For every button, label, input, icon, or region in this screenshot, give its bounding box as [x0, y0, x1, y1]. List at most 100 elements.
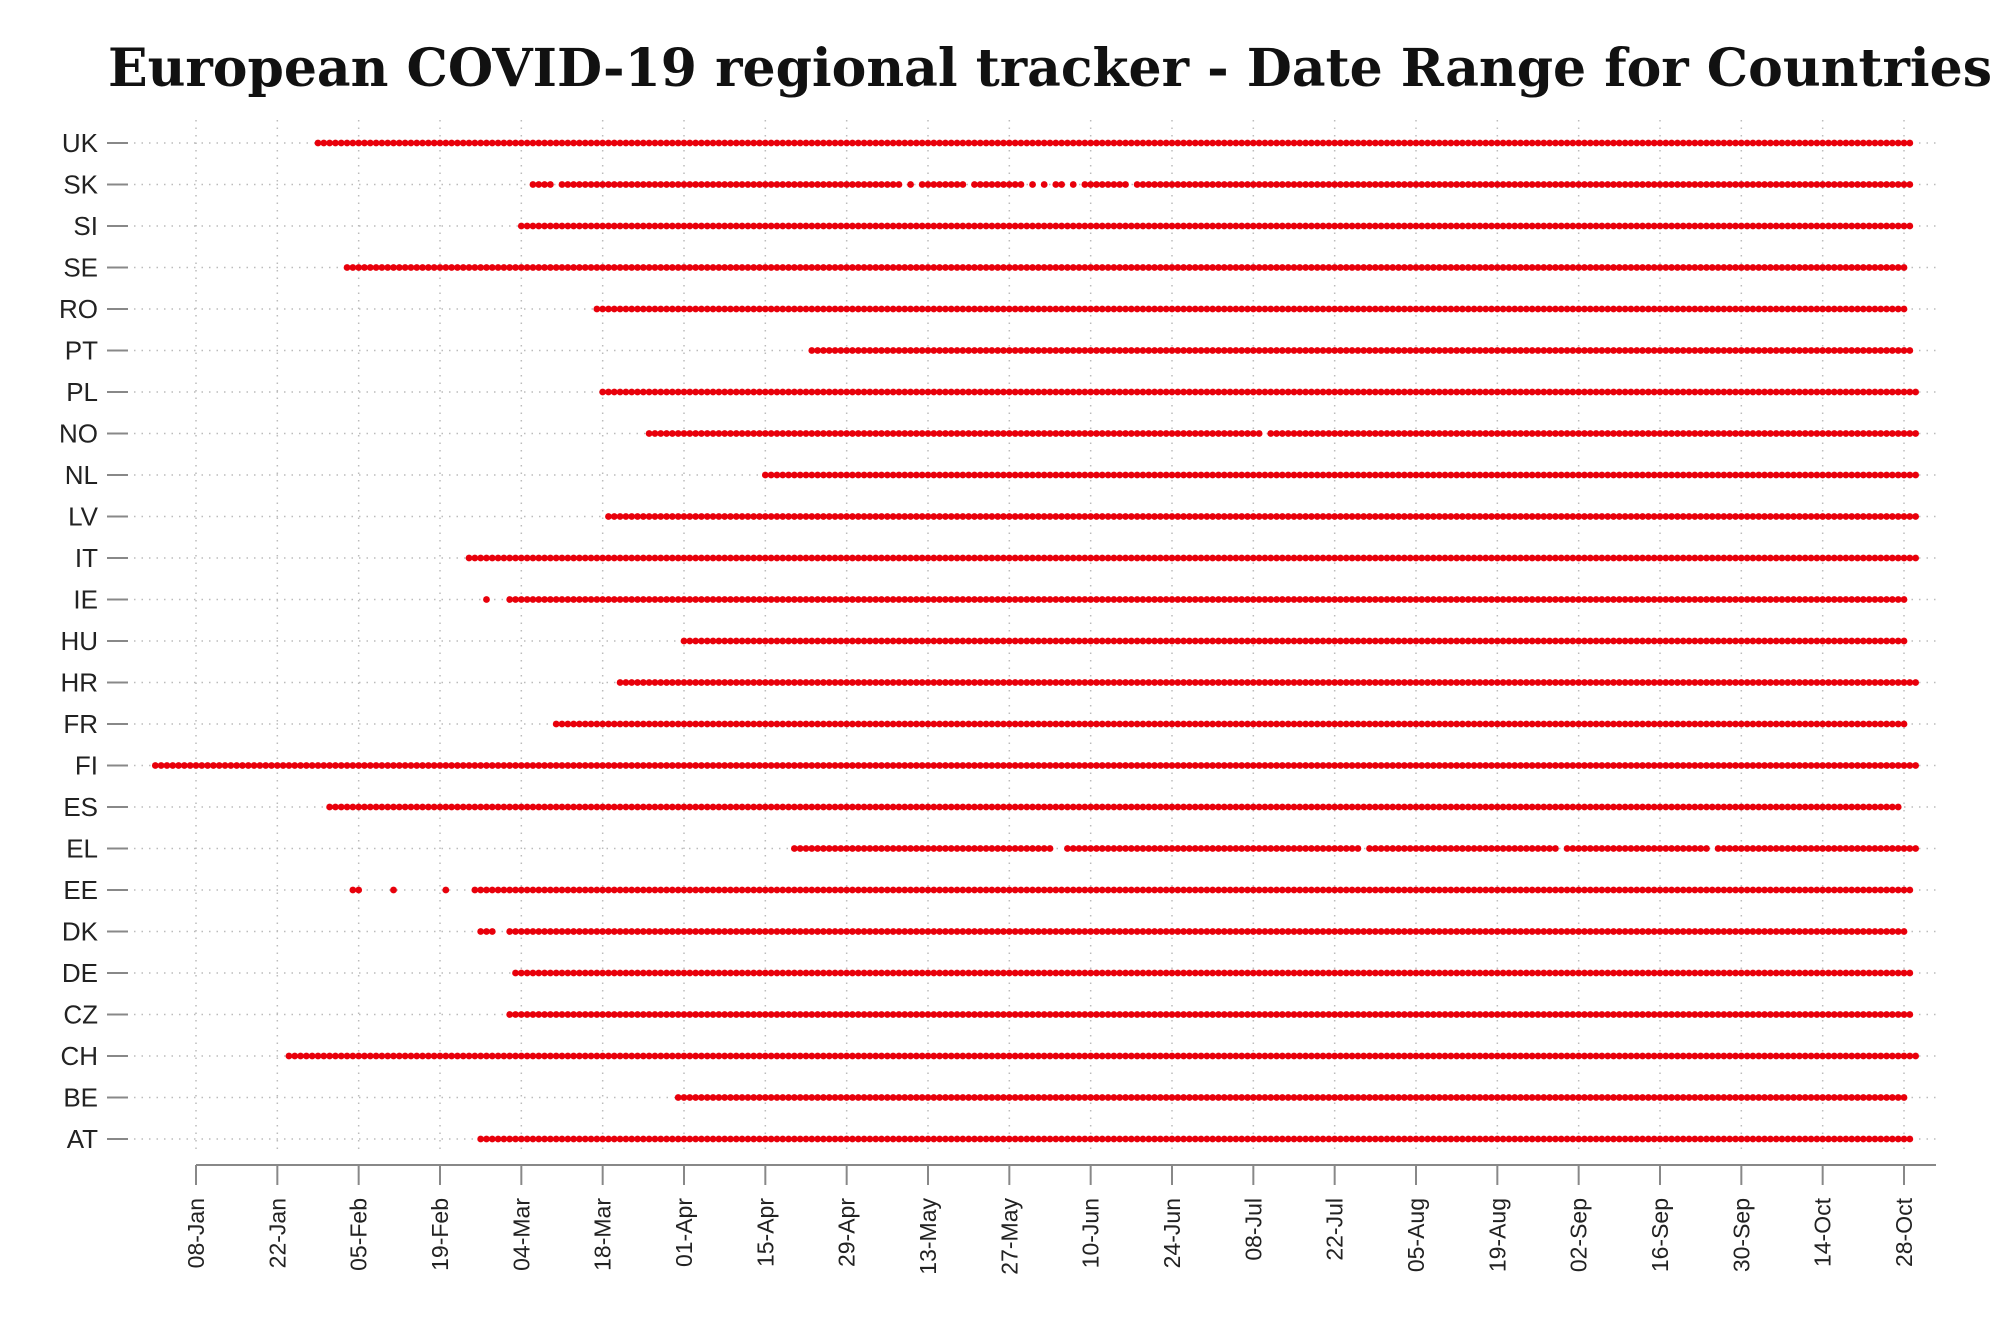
data-point [1563, 139, 1571, 147]
data-point [744, 679, 752, 686]
data-point [1586, 181, 1594, 188]
data-point [1366, 679, 1373, 686]
data-point [1633, 347, 1641, 354]
data-point [1209, 388, 1217, 396]
data-point [901, 222, 909, 230]
data-point [808, 222, 816, 230]
data-point [1883, 886, 1890, 894]
data-point [1220, 554, 1228, 562]
data-point [1511, 637, 1519, 645]
data-point [1383, 264, 1391, 271]
data-point [1883, 762, 1890, 769]
data-point [1761, 762, 1768, 769]
data-point [1104, 637, 1112, 645]
data-point [1610, 181, 1617, 188]
data-point [1720, 803, 1728, 811]
data-point [680, 388, 688, 396]
data-point [837, 845, 845, 852]
data-point [907, 886, 914, 894]
data-point [1104, 430, 1112, 437]
data-point [1674, 305, 1681, 313]
data-point [215, 762, 223, 769]
data-point [1232, 181, 1240, 188]
data-point [1488, 513, 1495, 520]
data-point [1075, 886, 1083, 894]
data-point [1644, 471, 1652, 479]
data-point [1366, 720, 1373, 728]
data-point [1871, 347, 1879, 354]
data-point [1069, 720, 1077, 728]
data-point [1708, 305, 1716, 313]
data-point [773, 222, 781, 230]
data-point [1029, 969, 1036, 977]
data-point [634, 679, 641, 686]
data-point [872, 845, 880, 852]
data-point [1139, 969, 1147, 977]
data-point [657, 596, 665, 603]
data-point [703, 762, 711, 769]
data-point [558, 181, 566, 188]
data-point [1122, 222, 1129, 230]
data-point [1505, 222, 1513, 230]
data-point [1790, 305, 1798, 313]
data-point [1482, 388, 1490, 396]
data-point [1656, 845, 1664, 852]
data-point [785, 264, 792, 271]
data-point [744, 969, 752, 977]
data-point [1261, 181, 1269, 188]
data-point [1337, 679, 1344, 686]
data-point [1813, 430, 1821, 437]
data-point [1610, 513, 1617, 520]
data-point [1139, 181, 1147, 188]
data-point [1819, 430, 1827, 437]
data-point [1017, 305, 1025, 313]
data-point [1197, 845, 1205, 852]
data-point [1848, 554, 1856, 562]
data-point [837, 222, 845, 230]
data-point [1656, 222, 1664, 230]
data-point [976, 264, 984, 271]
data-point [1249, 139, 1257, 147]
data-point [1517, 720, 1524, 728]
data-point [616, 720, 624, 728]
data-point [1029, 430, 1036, 437]
y-tick-label: CH [60, 1041, 98, 1071]
data-point [1825, 637, 1832, 645]
data-point [866, 222, 874, 230]
data-point [1610, 388, 1617, 396]
data-point [1900, 139, 1908, 147]
data-point [1278, 554, 1286, 562]
data-point [1517, 222, 1524, 230]
data-point [889, 720, 897, 728]
data-point [767, 513, 775, 520]
data-point [953, 554, 961, 562]
data-point [1058, 596, 1066, 603]
data-point [1209, 886, 1217, 894]
data-point [1133, 264, 1141, 271]
data-point [1871, 430, 1879, 437]
data-point [1796, 181, 1803, 188]
data-point [1459, 305, 1466, 313]
data-point [1819, 305, 1827, 313]
data-point [390, 886, 397, 894]
data-point [1900, 264, 1908, 271]
data-point [680, 181, 688, 188]
data-point [628, 139, 636, 147]
data-point [1697, 928, 1705, 935]
data-point [907, 471, 914, 479]
data-point [936, 264, 944, 271]
data-point [936, 430, 944, 437]
data-point [1110, 969, 1118, 977]
data-point [1197, 803, 1205, 811]
data-point [1854, 347, 1861, 354]
data-point [1511, 596, 1519, 603]
data-point [1284, 845, 1292, 852]
data-point [1302, 554, 1310, 562]
data-point [1093, 762, 1100, 769]
data-point [732, 969, 740, 977]
data-point [541, 762, 548, 769]
data-point [831, 222, 839, 230]
data-point [1755, 679, 1763, 686]
data-point [1034, 762, 1042, 769]
data-point [1441, 513, 1449, 520]
